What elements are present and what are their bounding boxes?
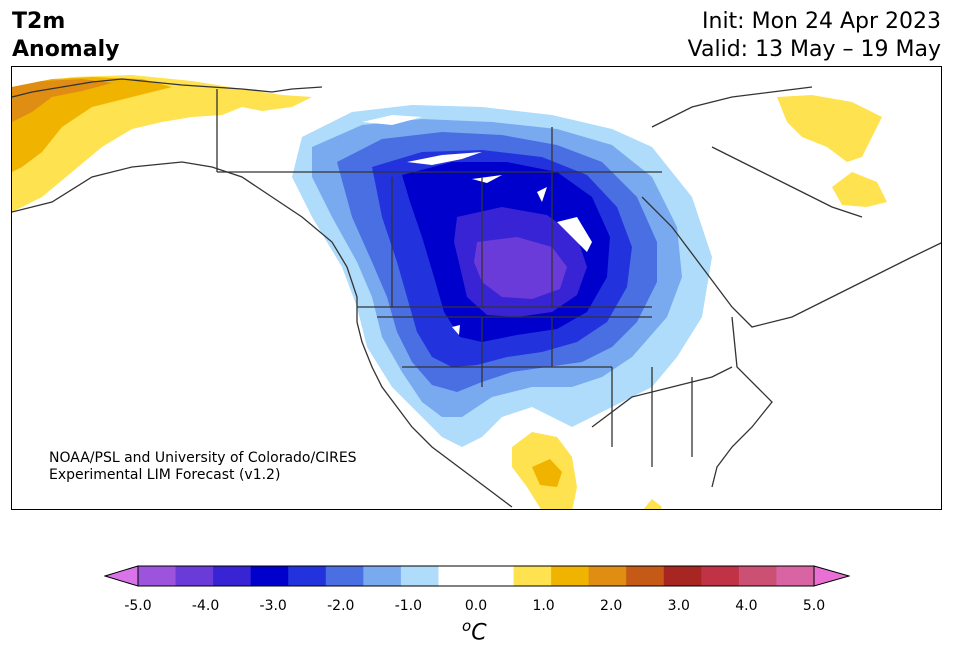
colorbar-cell (776, 566, 815, 586)
credit-text: NOAA/PSL and University of Colorado/CIRE… (49, 450, 357, 484)
colorbar-tick-label: -2.0 (327, 598, 355, 614)
colorbar-cell (663, 566, 702, 586)
colorbar-tick-label: -1.0 (394, 598, 423, 614)
variable-label: T2m (12, 9, 66, 34)
cold-anomaly (292, 105, 712, 447)
colorbar-cell (138, 566, 177, 586)
colorbar-tick-label: -4.0 (191, 598, 220, 614)
warm-anomaly-mexico (512, 432, 662, 509)
colorbar-extend-high (813, 565, 850, 587)
colorbar-cell (738, 566, 777, 586)
lakes (362, 115, 592, 335)
colorbar-cell (400, 566, 439, 586)
colorbar-cell (588, 566, 627, 586)
map-title: T2m Anomaly (12, 8, 119, 64)
colorbar-cell (551, 566, 590, 586)
warm-anomaly-greenland (777, 95, 887, 207)
colorbar-unit: oC (462, 617, 487, 646)
map-canvas (12, 75, 941, 509)
colorbar-cell (250, 566, 289, 586)
colorbar-cell (213, 566, 252, 586)
colorbar-cells (104, 565, 850, 587)
colorbar-tick-label: 1.0 (532, 598, 555, 614)
colorbar-tick-label: 5.0 (802, 598, 826, 614)
colorbar-tick-label: 0.0 (464, 598, 488, 614)
colorbar-cell (325, 566, 364, 586)
colorbar-tick-label: 2.0 (600, 598, 623, 614)
valid-date: Valid: 13 May – 19 May (687, 37, 941, 62)
boundaries (12, 78, 941, 508)
colorbar-tick-label: 4.0 (735, 598, 758, 614)
forecast-dates: Init: Mon 24 Apr 2023 Valid: 13 May – 19… (688, 8, 941, 64)
credit-line-2: Experimental LIM Forecast (v1.2) (49, 467, 281, 483)
colorbar-cell (626, 566, 665, 586)
colorbar-cell (363, 566, 402, 586)
credit-line-1: NOAA/PSL and University of Colorado/CIRE… (49, 450, 357, 466)
colorbar-extend-low (104, 565, 139, 587)
colorbar-cell (476, 566, 515, 586)
colorbar-tick-label: -5.0 (124, 598, 152, 614)
colorbar-tick-label: 3.0 (667, 598, 690, 614)
init-date: Init: Mon 24 Apr 2023 (702, 9, 941, 34)
colorbar-cell (513, 566, 552, 586)
colorbar-cell (701, 566, 740, 586)
anomaly-map (11, 66, 942, 510)
colorbar-cell (175, 566, 214, 586)
warm-anomaly-alaska (12, 75, 312, 212)
colorbar-tick-label: -3.0 (259, 598, 287, 614)
anomaly-label: Anomaly (12, 37, 120, 62)
colorbar-cell (438, 566, 477, 586)
colorbar-cell (288, 566, 327, 586)
colorbar (104, 565, 850, 587)
